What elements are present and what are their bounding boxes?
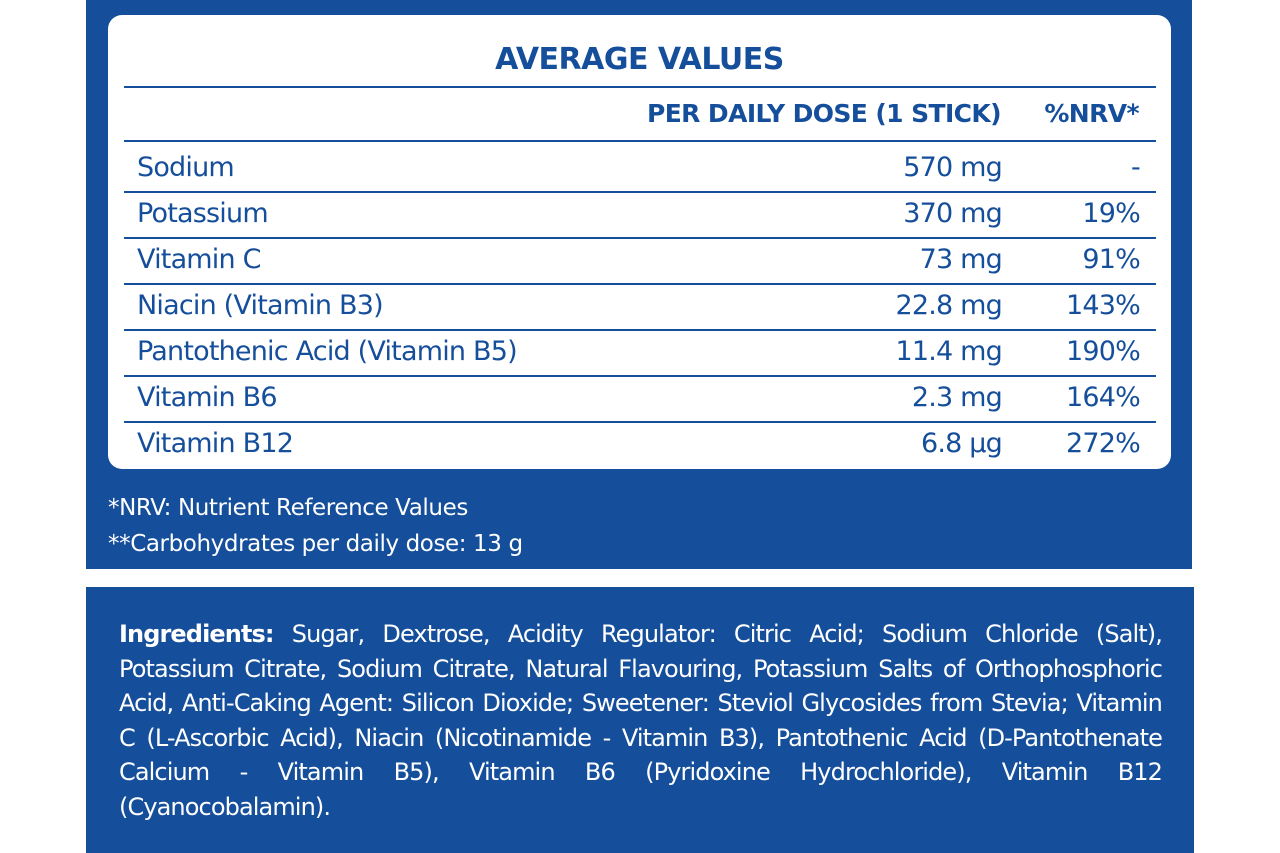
nutrition-table: AVERAGE VALUES PER DAILY DOSE (1 STICK) …: [108, 15, 1171, 469]
ingredients-label: Ingredients:: [119, 620, 275, 648]
nutrient-amount: 11.4 mg: [895, 336, 1002, 367]
table-row: Vitamin B6 2.3 mg 164%: [124, 375, 1156, 421]
nutrient-nrv: 272%: [1066, 428, 1141, 459]
table-row: Vitamin B12 6.8 µg 272%: [124, 421, 1156, 467]
nutrient-name: Vitamin B12: [137, 428, 294, 459]
nutrition-panel: AVERAGE VALUES PER DAILY DOSE (1 STICK) …: [86, 0, 1192, 569]
nutrient-name: Potassium: [137, 198, 269, 229]
nutrient-amount: 6.8 µg: [920, 428, 1003, 459]
nutrient-amount: 2.3 mg: [911, 382, 1003, 413]
divider: [124, 86, 1156, 88]
table-row: Pantothenic Acid (Vitamin B5) 11.4 mg 19…: [124, 329, 1156, 375]
divider: [124, 140, 1156, 142]
divider: [124, 329, 1156, 331]
nutrient-nrv: 91%: [1082, 244, 1140, 275]
footnote-nrv: *NRV: Nutrient Reference Values: [108, 495, 468, 521]
nutrient-name: Sodium: [137, 152, 235, 183]
nutrient-name: Pantothenic Acid (Vitamin B5): [137, 336, 518, 367]
ingredients-list: Sugar, Dextrose, Acidity Regulator: Citr…: [119, 620, 1163, 821]
divider: [124, 283, 1156, 285]
divider: [124, 191, 1156, 193]
nutrient-nrv: 143%: [1066, 290, 1141, 321]
divider: [124, 421, 1156, 423]
nutrient-amount: 370 mg: [903, 198, 1003, 229]
table-row: Sodium 570 mg -: [124, 145, 1156, 191]
column-header-nrv: %NRV*: [1044, 99, 1139, 128]
table-title: AVERAGE VALUES: [495, 42, 784, 77]
nutrient-name: Vitamin C: [137, 244, 261, 275]
divider: [124, 237, 1156, 239]
table-row: Potassium 370 mg 19%: [124, 191, 1156, 237]
nutrient-name: Niacin (Vitamin B3): [137, 290, 384, 321]
nutrient-amount: 570 mg: [903, 152, 1003, 183]
ingredients-panel: Ingredients: Sugar, Dextrose, Acidity Re…: [86, 587, 1194, 853]
nutrient-name: Vitamin B6: [137, 382, 278, 413]
table-row: Niacin (Vitamin B3) 22.8 mg 143%: [124, 283, 1156, 329]
nutrient-nrv: 164%: [1066, 382, 1141, 413]
footnote-carbohydrates: **Carbohydrates per daily dose: 13 g: [108, 531, 523, 557]
nutrient-amount: 73 mg: [919, 244, 1003, 275]
nutrient-amount: 22.8 mg: [895, 290, 1002, 321]
nutrient-nrv: 190%: [1066, 336, 1141, 367]
ingredients-text: Ingredients: Sugar, Dextrose, Acidity Re…: [119, 617, 1163, 824]
column-header-dose: PER DAILY DOSE (1 STICK): [646, 99, 1002, 128]
nutrient-nrv: -: [1131, 152, 1141, 183]
divider: [124, 375, 1156, 377]
nutrient-nrv: 19%: [1082, 198, 1140, 229]
table-row: Vitamin C 73 mg 91%: [124, 237, 1156, 283]
